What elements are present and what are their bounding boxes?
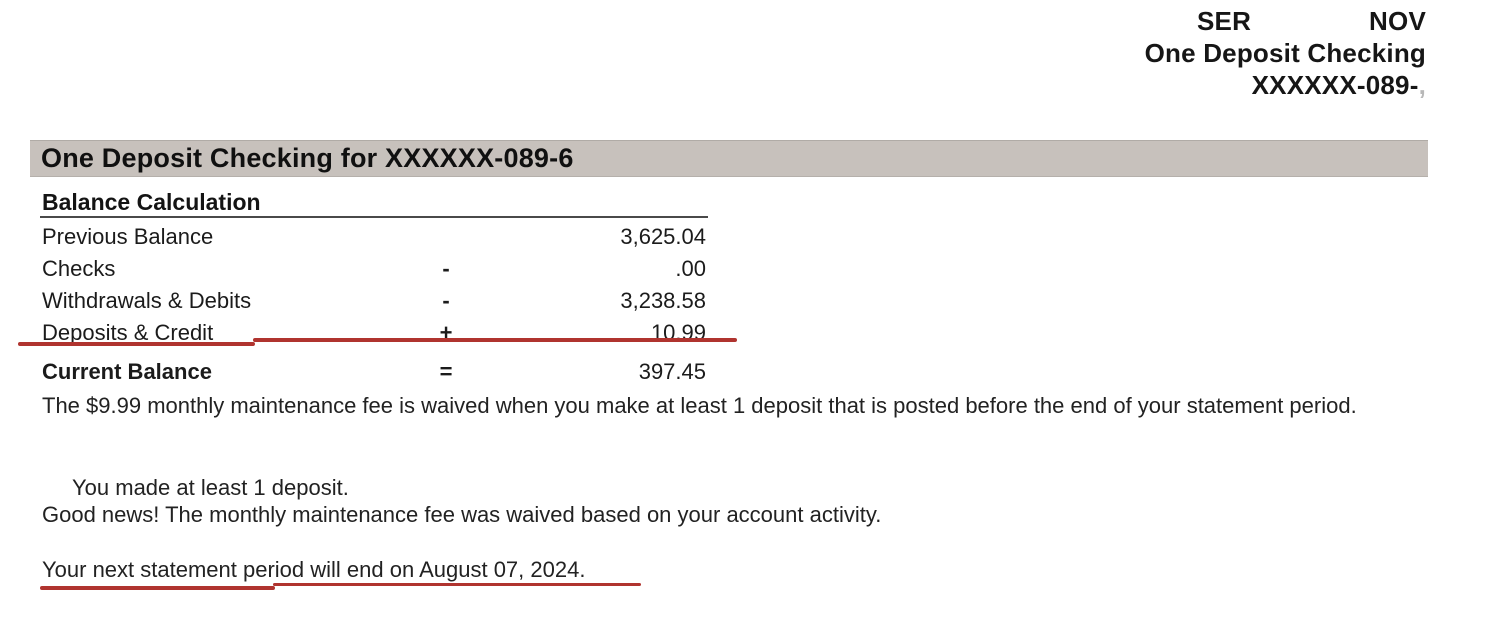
table-row-withdrawals-debits: Withdrawals & Debits - 3,238.58: [42, 285, 706, 317]
section-title-bar: One Deposit Checking for XXXXXX-089-6: [30, 140, 1428, 177]
statement-header-right: SER NOV One Deposit Checking XXXXXX-089-,: [1145, 5, 1426, 101]
red-underline-annotation-next-statement: [273, 583, 641, 586]
account-type-label: One Deposit Checking: [1144, 38, 1426, 68]
red-underline-annotation-deposits: [18, 342, 255, 346]
account-number-faded-char: ,: [1418, 70, 1426, 100]
table-row-checks: Checks - .00: [42, 253, 706, 285]
fee-waiver-notice: The $9.99 monthly maintenance fee is wai…: [42, 393, 1357, 418]
row-label: Checks: [42, 256, 116, 281]
balance-calculation-heading: Balance Calculation: [42, 189, 261, 215]
good-news-text: Good news! The monthly maintenance fee w…: [42, 502, 882, 527]
deposit-confirmation-text: You made at least 1 deposit.: [72, 475, 349, 500]
row-label: Withdrawals & Debits: [42, 288, 252, 313]
row-operator: -: [442, 288, 450, 313]
row-operator: =: [439, 359, 453, 384]
section-title: One Deposit Checking for XXXXXX-089-6: [41, 143, 574, 173]
balance-calculation-table: Previous Balance 3,625.04 Checks - .00 W…: [42, 221, 706, 388]
row-amount: 3,625.04: [620, 224, 706, 249]
statement-period-right: NOV: [1369, 6, 1426, 36]
row-amount: 397.45: [638, 359, 706, 384]
table-row-current-balance: Current Balance = 397.45: [42, 356, 706, 388]
table-row-previous-balance: Previous Balance 3,625.04: [42, 221, 706, 253]
row-label: Deposits & Credit: [42, 320, 214, 345]
row-label: Current Balance: [42, 359, 212, 384]
row-amount: 3,238.58: [620, 288, 706, 313]
statement-period-left: SER: [1196, 6, 1252, 36]
row-operator: +: [439, 320, 453, 345]
heading-underline: [40, 216, 708, 218]
account-number-masked: XXXXXX-089-,: [1145, 69, 1426, 101]
red-underline-annotation-deposits: [253, 338, 737, 342]
row-operator: -: [442, 256, 450, 281]
statement-period-line: SER NOV: [1145, 5, 1426, 37]
red-underline-annotation-next-statement: [40, 586, 275, 590]
next-statement-period-text: Your next statement period will end on A…: [42, 557, 586, 582]
row-amount: 10.99: [650, 320, 706, 345]
account-number-text: XXXXXX-089-: [1251, 70, 1419, 100]
row-operator: [414, 221, 478, 253]
redacted-gap: [1251, 29, 1369, 30]
row-label: Previous Balance: [42, 224, 214, 249]
row-amount: .00: [675, 256, 706, 281]
